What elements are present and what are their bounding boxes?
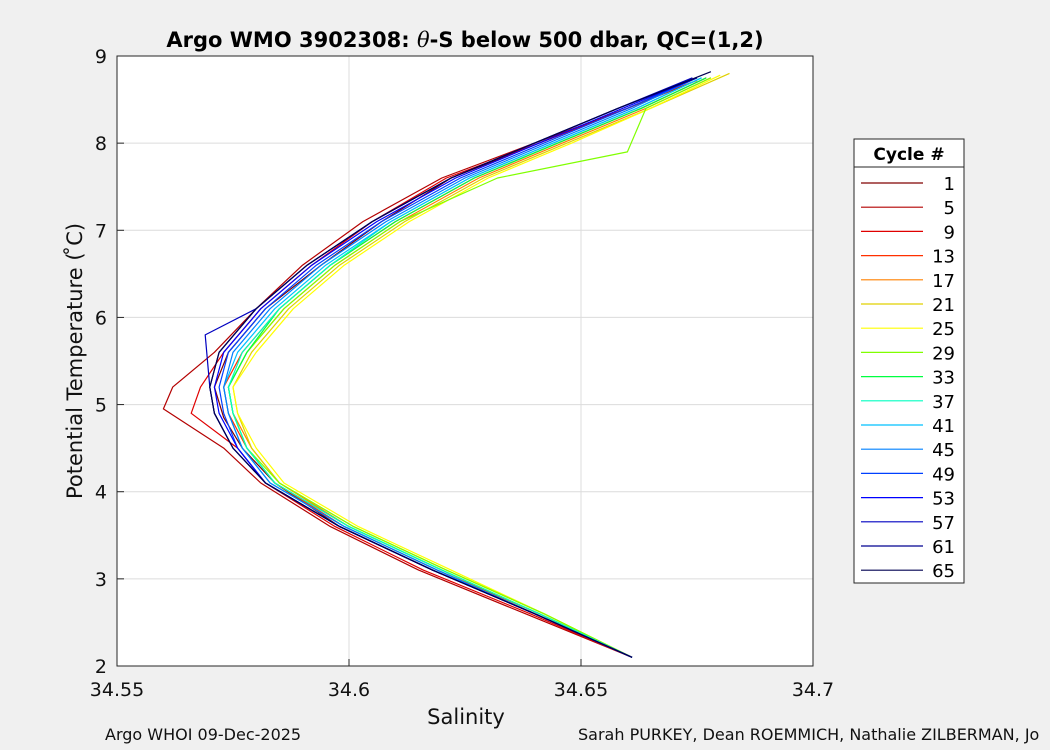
y-axis-label: Potential Temperature ( ̊C) <box>63 223 87 499</box>
legend-label-cycle-25: 25 <box>932 319 955 340</box>
legend-label-cycle-1: 1 <box>944 174 955 195</box>
legend-label-cycle-65: 65 <box>932 561 955 582</box>
legend-label-cycle-33: 33 <box>932 368 955 389</box>
legend-label-cycle-45: 45 <box>932 440 955 461</box>
legend-label-cycle-57: 57 <box>932 513 955 534</box>
legend-label-cycle-53: 53 <box>932 489 955 510</box>
series-line-cycle-65 <box>209 71 712 658</box>
series-line-cycle-45 <box>223 77 698 658</box>
plot-frame <box>116 55 814 667</box>
plot-area <box>116 55 814 667</box>
legend-label-cycle-29: 29 <box>932 343 955 364</box>
legend-label-cycle-37: 37 <box>932 392 955 413</box>
x-tick-label: 34.6 <box>328 679 370 701</box>
chart-title-suffix: -S below 500 dbar, QC=(1,2) <box>430 28 764 52</box>
legend-title: Cycle # <box>873 145 944 165</box>
series-line-cycle-25 <box>232 74 721 658</box>
series-group <box>162 71 730 658</box>
x-tick-labels: 34.55 34.6 34.65 34.7 <box>90 659 834 701</box>
y-tick-label: 4 <box>95 482 107 504</box>
legend-entries: 1 5 9 13 17 21 25 29 33 37 41 45 49 53 57 61 65 <box>861 174 955 582</box>
series-line-cycle-5 <box>162 81 693 658</box>
y-tick-label: 9 <box>95 46 107 68</box>
y-tick-label: 2 <box>95 656 107 678</box>
legend-box <box>853 138 965 584</box>
x-axis-label: Salinity <box>427 705 505 729</box>
y-tick-labels: 2 3 4 5 6 7 8 9 <box>95 46 124 678</box>
legend-label-cycle-9: 9 <box>944 222 955 243</box>
chart-title: Argo WMO 3902308: θ-S below 500 dbar, QC… <box>166 28 763 52</box>
y-tick-label: 3 <box>95 569 107 591</box>
footer-credit: Argo WHOI 09-Dec-2025 <box>105 725 302 744</box>
chart-title-prefix: Argo WMO 3902308: <box>166 28 417 52</box>
legend-label-cycle-13: 13 <box>932 247 955 268</box>
legend-label-cycle-21: 21 <box>932 295 955 316</box>
y-tick-label: 6 <box>95 307 107 329</box>
legend-label-cycle-41: 41 <box>932 416 955 437</box>
x-tick-label: 34.65 <box>554 679 608 701</box>
legend-label-cycle-49: 49 <box>932 464 955 485</box>
legend: Cycle # 1 5 9 13 17 21 25 29 33 37 41 45 49 53 57 61 65 <box>853 138 965 584</box>
legend-label-cycle-17: 17 <box>932 271 955 292</box>
y-tick-label: 7 <box>95 220 107 242</box>
grid-lines <box>117 56 813 666</box>
y-tick-label: 8 <box>95 133 107 155</box>
chart-title-symbol: θ <box>417 28 430 52</box>
legend-label-cycle-5: 5 <box>944 198 955 219</box>
x-tick-label: 34.55 <box>90 679 144 701</box>
footer-authors: Sarah PURKEY, Dean ROEMMICH, Nathalie ZI… <box>578 725 1040 744</box>
y-tick-label: 5 <box>95 395 107 417</box>
x-tick-label: 34.7 <box>792 679 834 701</box>
legend-label-cycle-61: 61 <box>932 537 955 558</box>
